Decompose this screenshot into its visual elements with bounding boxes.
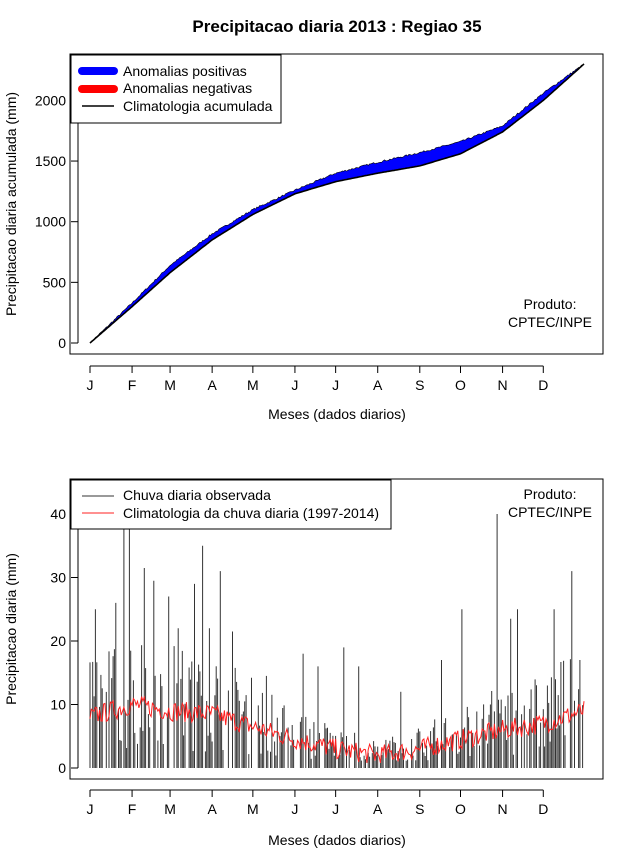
- x-tick-label: A: [373, 801, 383, 817]
- x-tick-label: J: [291, 801, 298, 817]
- x-tick-label: D: [538, 377, 548, 393]
- x-tick-label: A: [373, 377, 383, 393]
- panel1-credit-line2: CPTEC/INPE: [508, 314, 592, 330]
- panel2-legend-box: [70, 479, 392, 530]
- legend-climatology-label: Climatologia acumulada: [123, 98, 273, 114]
- y-tick-label: 2000: [35, 92, 66, 108]
- climatology-daily-line: [89, 695, 585, 763]
- y-tick-label: 500: [43, 274, 67, 290]
- legend-climdaily-label: Climatologia da chuva diaria (1997-2014): [123, 505, 379, 521]
- panel2-ylabel: Precipitacao diaria (mm): [3, 553, 19, 705]
- x-tick-label: F: [128, 377, 137, 393]
- x-tick-label: J: [332, 801, 339, 817]
- x-tick-label: M: [247, 377, 259, 393]
- legend-observed-label: Chuva diaria observada: [123, 487, 271, 503]
- legend-positive-label: Anomalias positivas: [123, 63, 247, 79]
- x-tick-label: O: [455, 801, 466, 817]
- y-tick-label: 1000: [35, 214, 66, 230]
- panel2-xlabel: Meses (dados diarios): [268, 832, 406, 848]
- y-tick-label: 30: [50, 570, 66, 586]
- y-tick-label: 0: [58, 760, 66, 776]
- y-tick-label: 20: [50, 633, 66, 649]
- x-tick-label: M: [247, 801, 259, 817]
- climatology-cumulative-line: [89, 63, 585, 344]
- x-tick-label: O: [455, 377, 466, 393]
- panel1-legend: Anomalias positivas Anomalias negativas …: [70, 54, 282, 124]
- x-tick-label: A: [207, 801, 217, 817]
- panel1-frame: [69, 53, 604, 355]
- x-tick-label: J: [332, 377, 339, 393]
- x-tick-label: J: [291, 377, 298, 393]
- x-tick-label: N: [498, 377, 508, 393]
- panel1-credit-line1: Produto:: [524, 296, 577, 312]
- y-tick-label: 10: [50, 697, 66, 713]
- panel1-xlabel: Meses (dados diarios): [268, 406, 406, 422]
- y-tick-label: 0: [58, 335, 66, 351]
- x-tick-label: A: [207, 377, 217, 393]
- y-tick-label: 40: [50, 506, 66, 522]
- daily-panel: J F M A M J J A S O N D 0 10 20 30 40 Precipitacao diari…: [3, 478, 604, 848]
- x-tick-label: S: [415, 801, 424, 817]
- panel2-legend: Chuva diaria observada Climatologia da c…: [70, 479, 392, 530]
- chart-title: Precipitacao diaria 2013 : Regiao 35: [192, 17, 481, 36]
- panel2-credit-line1: Produto:: [524, 486, 577, 502]
- x-tick-label: M: [164, 801, 176, 817]
- cumulative-panel: J F M A M J J A S O N D 0 500 1000 1500 2000 Precipitaca…: [3, 53, 604, 422]
- x-tick-label: M: [164, 377, 176, 393]
- panel1-ylabel: Precipitacao diaria acumulada (mm): [3, 92, 19, 316]
- x-tick-label: N: [498, 801, 508, 817]
- y-tick-label: 1500: [35, 153, 66, 169]
- legend-negative-label: Anomalias negativas: [123, 80, 252, 96]
- x-tick-label: J: [87, 377, 94, 393]
- x-tick-label: S: [415, 377, 424, 393]
- panel2-credit-line2: CPTEC/INPE: [508, 504, 592, 520]
- panel2-frame: [69, 478, 604, 780]
- x-tick-label: J: [87, 801, 94, 817]
- x-tick-label: F: [128, 801, 137, 817]
- x-tick-label: D: [538, 801, 548, 817]
